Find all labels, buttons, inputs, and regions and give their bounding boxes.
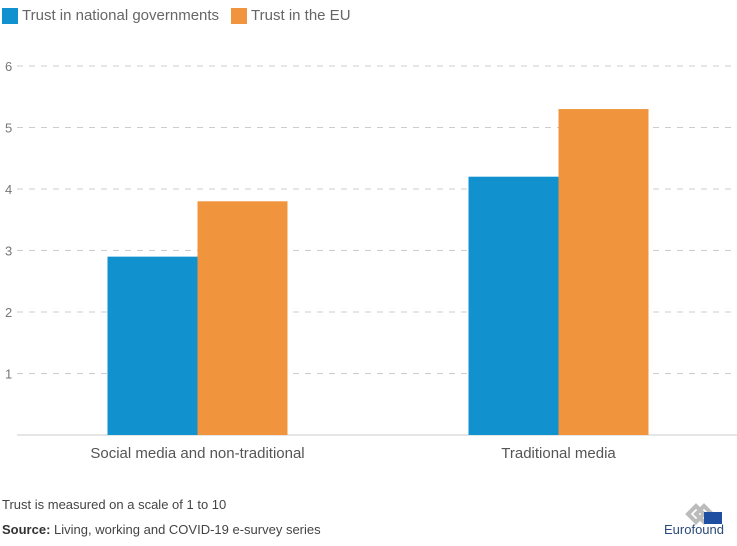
- bar: [107, 256, 198, 435]
- y-tick-label: 3: [5, 244, 12, 259]
- x-tick-label: Traditional media: [501, 445, 616, 462]
- source-text: Living, working and COVID-19 e-survey se…: [50, 522, 321, 537]
- legend-swatch-national: [2, 7, 18, 24]
- legend-label-eu: Trust in the EU: [251, 7, 351, 24]
- source-line: Source: Living, working and COVID-19 e-s…: [2, 522, 321, 537]
- bar: [468, 176, 559, 435]
- source-label: Source:: [2, 522, 51, 537]
- footnote: Trust is measured on a scale of 1 to 10: [2, 497, 227, 512]
- bar-chart: 1 2 3 4 5 6 Social media and non-traditional Tr…: [5, 59, 737, 462]
- legend-item-national: Trust in national governments: [2, 7, 219, 24]
- y-tick-label: 4: [5, 182, 12, 197]
- y-tick-label: 6: [5, 59, 12, 74]
- logo-text: Eurofound: [664, 522, 724, 537]
- bar: [558, 109, 649, 436]
- legend-label-national: Trust in national governments: [22, 7, 220, 24]
- y-tick-label: 5: [5, 121, 12, 136]
- legend: Trust in national governments Trust in t…: [2, 7, 363, 24]
- legend-item-eu: Trust in the EU: [231, 7, 351, 24]
- x-tick-label: Social media and non-traditional: [90, 445, 304, 462]
- y-tick-label: 2: [5, 305, 12, 320]
- y-tick-label: 1: [5, 367, 12, 382]
- eurofound-logo-icon: [685, 503, 722, 525]
- legend-swatch-eu: [231, 7, 248, 24]
- bar: [197, 201, 288, 435]
